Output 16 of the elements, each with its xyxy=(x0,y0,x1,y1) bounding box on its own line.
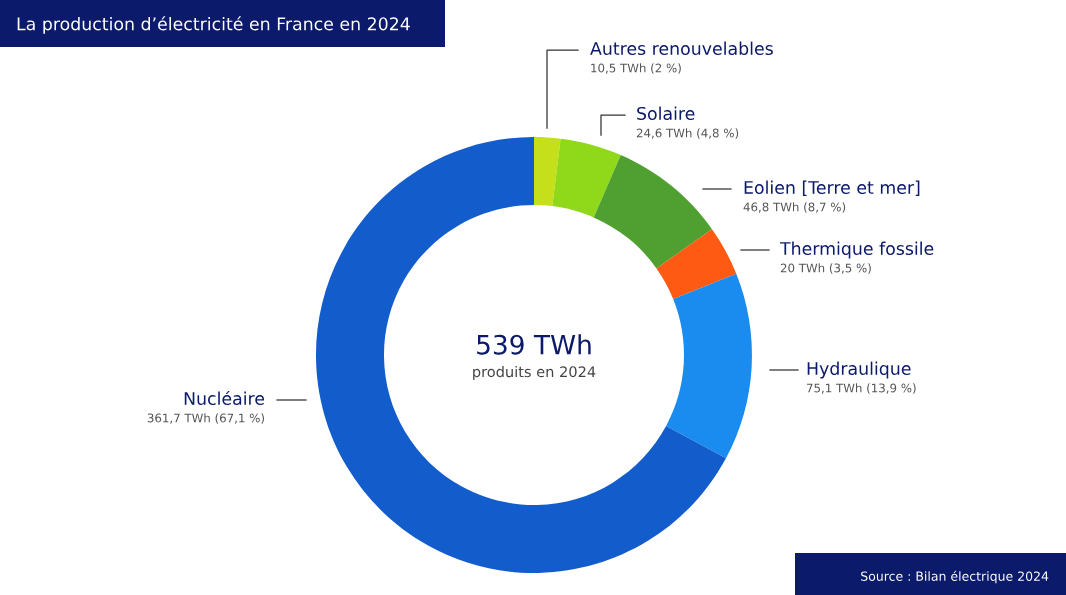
data-label: 10,5 TWh (2 %) xyxy=(591,63,681,74)
slice-label: Thermique fossile xyxy=(779,241,934,259)
data-label: 75,1 TWh (13,9 %) xyxy=(806,383,916,394)
chart-title: La production d’électricité en France en 2024 xyxy=(17,16,410,34)
data-label: 361,7 TWh (67,1 %) xyxy=(147,413,264,424)
data-label: 20 TWh (3,5 %) xyxy=(780,263,871,274)
text: produits en 2024 xyxy=(473,365,596,381)
source-note: Source : Bilan électrique 2024 xyxy=(861,570,1049,584)
slice-label: Eolien [Terre et mer] xyxy=(744,180,920,197)
data-label: 24,6 TWh (4,8 %) xyxy=(636,128,739,139)
text: 539 TWh xyxy=(477,334,591,355)
slice-label: Solaire xyxy=(637,106,695,121)
data-label: 46,8 TWh (8,7 %) xyxy=(743,202,846,213)
slice-label: Nucléaire xyxy=(184,390,265,406)
slice-label: Hydraulique xyxy=(807,361,911,379)
slice-label: Autres renouvelables xyxy=(590,41,773,56)
